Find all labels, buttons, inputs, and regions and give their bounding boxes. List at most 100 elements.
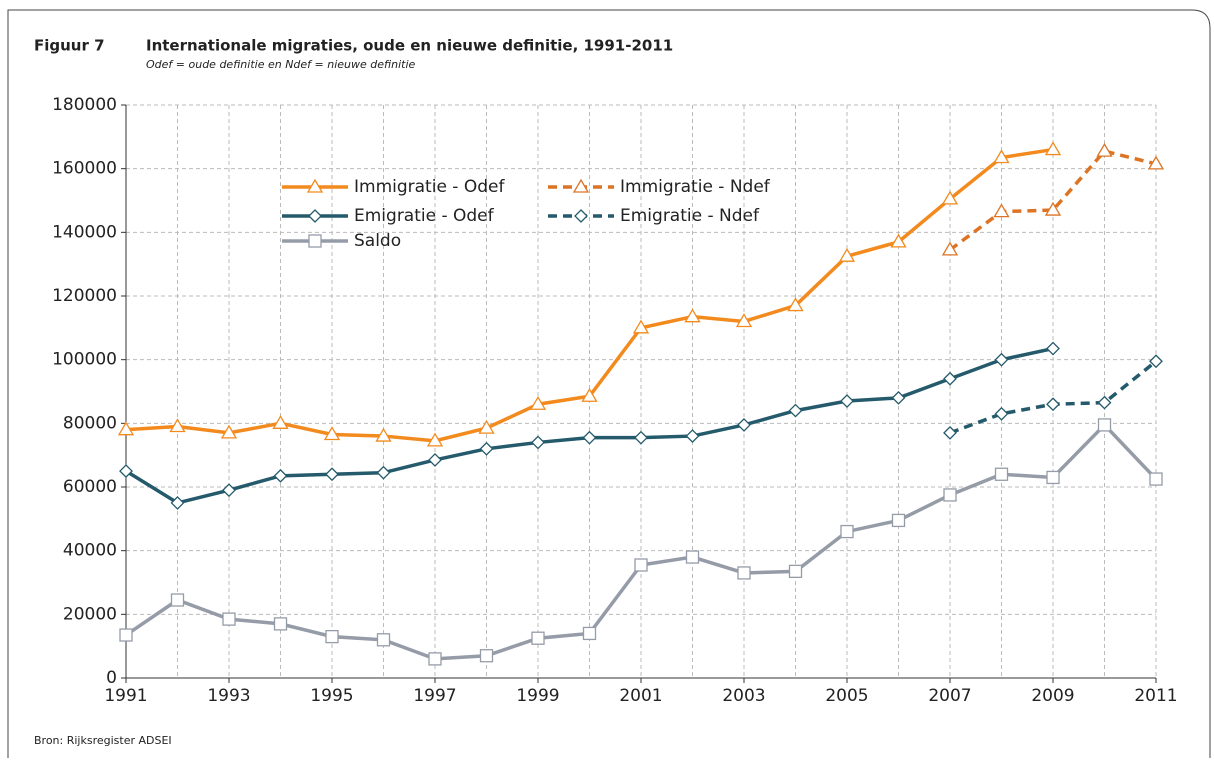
marker: [1044, 141, 1062, 156]
x-tick-label: 1993: [207, 686, 250, 706]
x-tick-label: 1991: [104, 686, 147, 706]
x-tick-label: 2011: [1134, 686, 1177, 706]
x-tick-label: 2009: [1031, 686, 1074, 706]
marker: [994, 352, 1009, 367]
marker: [632, 319, 650, 334]
marker: [1149, 354, 1163, 369]
marker: [840, 524, 854, 539]
marker: [375, 427, 392, 442]
marker: [170, 495, 185, 510]
marker: [529, 395, 547, 410]
marker: [222, 483, 236, 498]
marker: [272, 415, 289, 429]
y-tick-label: 40000: [63, 541, 117, 561]
marker: [943, 488, 957, 502]
y-tick-label: 0: [106, 668, 117, 688]
marker: [1044, 201, 1062, 216]
x-tick-label: 2007: [928, 686, 971, 706]
marker: [273, 468, 288, 483]
chart-title: Internationale migraties, oude en nieuwe…: [146, 37, 673, 55]
marker: [634, 558, 648, 572]
marker: [1147, 155, 1165, 170]
marker: [788, 403, 803, 418]
marker: [891, 513, 906, 528]
marker: [737, 418, 751, 432]
marker: [1096, 142, 1113, 157]
marker: [479, 441, 494, 456]
marker: [890, 233, 907, 248]
marker: [170, 593, 185, 607]
marker: [685, 429, 700, 443]
marker: [531, 435, 545, 450]
marker: [426, 432, 444, 447]
marker: [735, 313, 753, 328]
marker: [220, 424, 238, 439]
x-tick-label: 2005: [825, 686, 868, 706]
marker: [684, 308, 701, 323]
marker: [941, 190, 959, 205]
marker: [531, 631, 545, 645]
x-tick-label: 2001: [619, 686, 662, 706]
marker: [117, 421, 135, 436]
marker: [574, 209, 588, 223]
marker: [1046, 341, 1060, 356]
marker: [787, 297, 804, 312]
marker: [582, 430, 597, 445]
chart-subtitle: Odef = oude definitie en Ndef = nieuwe d…: [146, 58, 416, 71]
legend-label: Emigratie - Ndef: [620, 206, 760, 226]
marker: [119, 628, 133, 642]
y-tick-label: 120000: [52, 286, 117, 306]
legend-label: Immigratie - Ndef: [620, 177, 771, 197]
x-tick-label: 1995: [310, 686, 353, 706]
marker: [581, 387, 598, 402]
marker: [323, 426, 341, 441]
marker: [1097, 418, 1112, 432]
marker: [685, 550, 700, 564]
marker: [1046, 470, 1060, 485]
y-tick-label: 60000: [63, 477, 117, 497]
marker: [943, 371, 957, 386]
x-tick-label: 1999: [516, 686, 559, 706]
marker: [325, 467, 339, 482]
y-tick-label: 80000: [63, 413, 117, 433]
marker: [119, 464, 133, 479]
marker: [993, 149, 1010, 164]
legend-label: Emigratie - Odef: [354, 206, 495, 226]
marker: [838, 247, 856, 262]
y-tick-label: 140000: [52, 222, 117, 242]
marker: [634, 430, 648, 445]
marker: [993, 203, 1010, 218]
series-line: [948, 149, 1157, 252]
marker: [943, 425, 957, 440]
marker: [428, 453, 442, 467]
y-tick-label: 160000: [52, 159, 117, 179]
marker: [308, 234, 322, 248]
marker: [479, 649, 494, 663]
marker: [941, 241, 959, 256]
marker: [325, 629, 339, 644]
marker: [582, 626, 597, 641]
marker: [1097, 395, 1112, 410]
marker: [376, 633, 391, 647]
marker: [222, 612, 236, 626]
source: Bron: Rijksregister ADSEI: [34, 734, 172, 747]
figure-label: Figuur 7: [34, 37, 105, 55]
legend-label: Saldo: [354, 231, 401, 251]
marker: [1149, 472, 1163, 486]
marker: [994, 406, 1009, 421]
x-tick-label: 1997: [413, 686, 456, 706]
marker: [308, 209, 322, 223]
marker: [169, 418, 186, 433]
x-tick-label: 2003: [722, 686, 765, 706]
legend-label: Immigratie - Odef: [354, 177, 505, 197]
y-tick-label: 180000: [52, 95, 117, 115]
marker: [840, 394, 854, 408]
marker: [572, 178, 590, 193]
marker: [306, 178, 324, 193]
marker: [273, 617, 288, 631]
marker: [1046, 397, 1060, 412]
marker: [428, 652, 442, 666]
marker: [478, 419, 495, 434]
marker: [994, 467, 1009, 481]
